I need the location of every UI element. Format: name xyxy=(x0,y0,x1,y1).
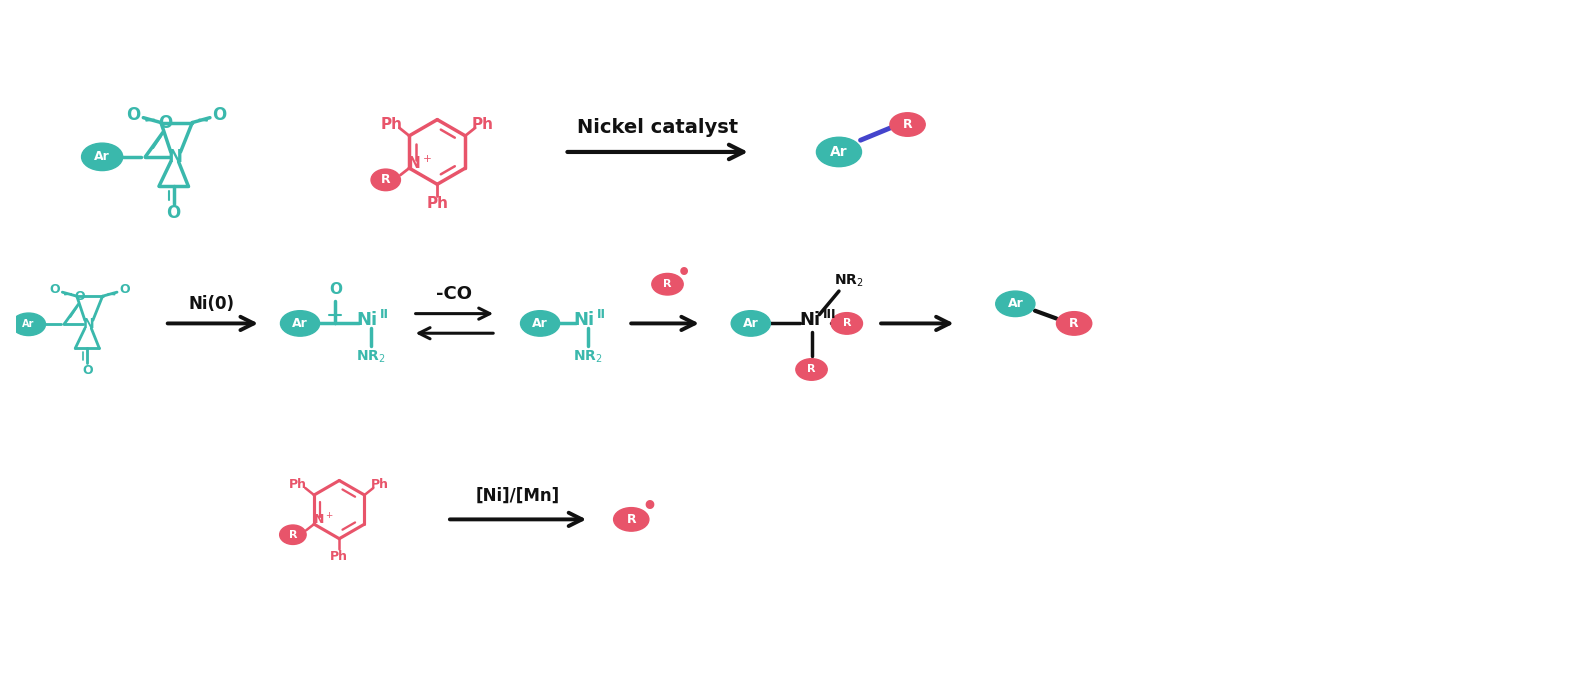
Ellipse shape xyxy=(614,508,649,531)
Text: NR$_2$: NR$_2$ xyxy=(357,349,385,365)
Ellipse shape xyxy=(1057,312,1092,335)
Text: R: R xyxy=(663,279,672,289)
Ellipse shape xyxy=(281,311,320,336)
Text: O: O xyxy=(167,204,181,222)
Text: Ni: Ni xyxy=(574,312,595,330)
Ellipse shape xyxy=(832,312,863,334)
Text: O: O xyxy=(213,106,227,124)
Text: NR$_2$: NR$_2$ xyxy=(835,273,863,290)
Text: R: R xyxy=(843,319,851,328)
Text: III: III xyxy=(822,308,836,321)
Text: •: • xyxy=(677,264,691,283)
Text: Ni: Ni xyxy=(357,312,377,330)
Ellipse shape xyxy=(996,291,1035,316)
Text: Ph: Ph xyxy=(426,196,448,211)
Ellipse shape xyxy=(652,273,683,295)
Text: N$^+$: N$^+$ xyxy=(407,155,431,172)
Ellipse shape xyxy=(890,113,925,136)
Text: II: II xyxy=(380,308,388,321)
Text: Ph: Ph xyxy=(380,116,402,131)
Text: R: R xyxy=(380,173,390,186)
Text: Ni: Ni xyxy=(798,312,821,330)
Text: O: O xyxy=(49,283,60,297)
Ellipse shape xyxy=(279,525,306,544)
Text: Ar: Ar xyxy=(1007,297,1023,310)
Text: Ph: Ph xyxy=(289,478,308,491)
Text: R: R xyxy=(1070,317,1079,330)
Text: R: R xyxy=(289,530,297,539)
Text: Ar: Ar xyxy=(292,317,308,330)
Text: R: R xyxy=(808,365,816,374)
Text: Ar: Ar xyxy=(532,317,548,330)
Text: N$^+$: N$^+$ xyxy=(312,512,333,528)
Ellipse shape xyxy=(82,143,123,171)
Text: Ar: Ar xyxy=(95,151,110,163)
Text: N: N xyxy=(167,148,181,166)
Text: -CO: -CO xyxy=(436,285,472,303)
Text: O: O xyxy=(328,281,342,297)
Ellipse shape xyxy=(795,358,827,380)
Text: O: O xyxy=(126,106,140,124)
Text: [Ni]/[Mn]: [Ni]/[Mn] xyxy=(475,487,560,505)
Ellipse shape xyxy=(816,138,862,166)
Text: Nickel catalyst: Nickel catalyst xyxy=(578,118,739,137)
Text: N: N xyxy=(82,317,95,332)
Text: Ar: Ar xyxy=(830,145,847,159)
Text: Ni(0): Ni(0) xyxy=(189,295,235,313)
Text: Ph: Ph xyxy=(371,478,390,491)
Text: O: O xyxy=(74,290,85,303)
Ellipse shape xyxy=(521,311,560,336)
Text: O: O xyxy=(82,363,93,376)
Text: Ar: Ar xyxy=(22,319,35,330)
Text: R: R xyxy=(903,118,912,131)
Ellipse shape xyxy=(731,311,770,336)
Text: R: R xyxy=(626,513,636,526)
Text: •: • xyxy=(642,495,658,519)
Ellipse shape xyxy=(371,169,401,191)
Text: Ph: Ph xyxy=(472,116,494,131)
Text: II: II xyxy=(598,308,606,321)
Text: NR$_2$: NR$_2$ xyxy=(573,349,603,365)
Ellipse shape xyxy=(11,313,46,336)
Text: O: O xyxy=(158,114,172,131)
Text: O: O xyxy=(120,283,131,297)
Text: Ph: Ph xyxy=(330,550,349,563)
Text: Ar: Ar xyxy=(743,317,759,330)
